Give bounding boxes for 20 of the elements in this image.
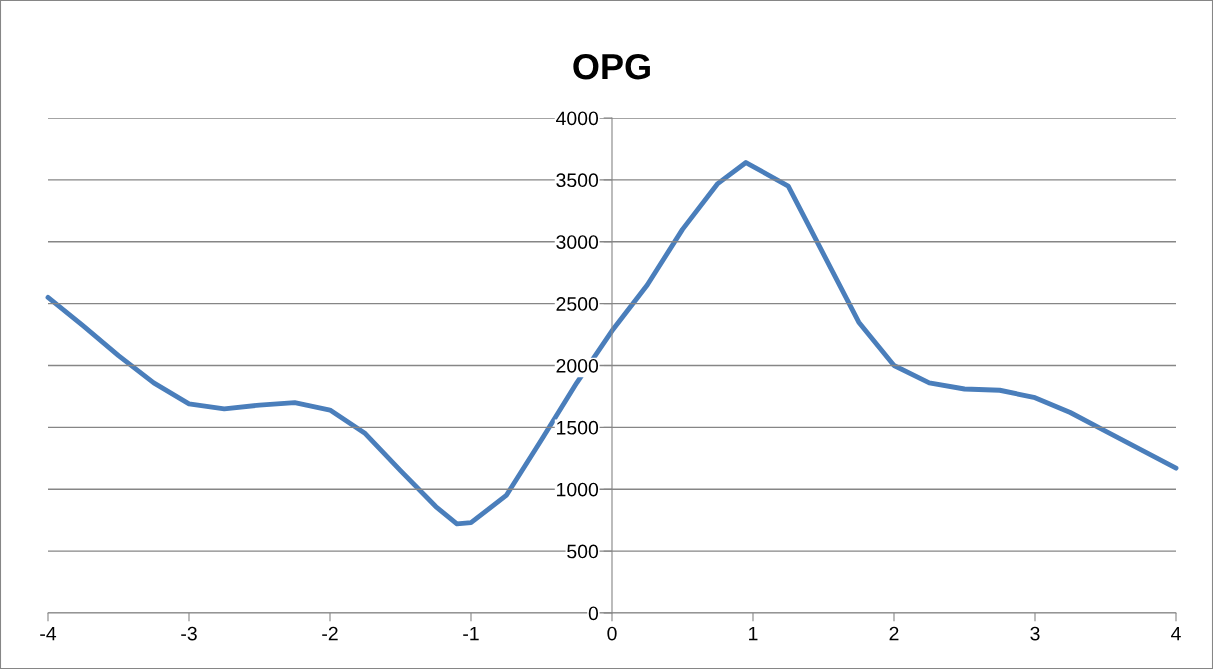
y-tick-label: 500 xyxy=(567,544,599,559)
x-tick-label: 1 xyxy=(749,626,758,641)
x-tick-label: -3 xyxy=(181,626,197,641)
y-tick-label: 3000 xyxy=(556,235,599,249)
x-tick-label: -2 xyxy=(322,626,338,641)
y-tick-label: 0 xyxy=(588,606,599,621)
y-tick-label: 1500 xyxy=(557,420,599,435)
x-tick-label: 0 xyxy=(607,626,617,641)
line-series xyxy=(45,160,1179,527)
x-tick-label: -1 xyxy=(463,626,479,641)
y-tick-label: 2000 xyxy=(556,358,599,373)
y-tick-label: 4000 xyxy=(556,111,599,126)
y-tick-label: 2500 xyxy=(556,297,599,311)
chart-title: OPG xyxy=(573,53,650,80)
x-tick-label: 3 xyxy=(1030,626,1040,641)
y-tick-label: 3500 xyxy=(556,173,599,188)
x-tick-label: -4 xyxy=(40,626,57,641)
y-tick-label: 1000 xyxy=(557,482,599,497)
x-tick-label: 2 xyxy=(889,626,899,641)
x-tick-label: 4 xyxy=(1171,626,1181,641)
